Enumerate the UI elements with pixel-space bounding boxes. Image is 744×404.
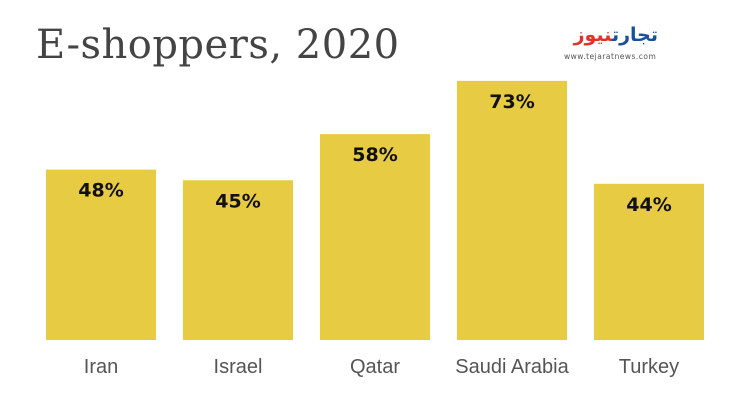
value-label-israel: 45% <box>215 190 260 212</box>
value-label-saudi-arabia: 73% <box>489 91 534 113</box>
bar-saudi-arabia <box>457 80 567 340</box>
category-label-turkey: Turkey <box>619 356 679 378</box>
bar-qatar <box>320 134 430 340</box>
category-label-saudi-arabia: Saudi Arabia <box>455 356 569 378</box>
category-label-israel: Israel <box>214 356 263 378</box>
brand-logo: تجارتنیوز www.tejaratnews.com <box>562 22 672 66</box>
logo-url: www.tejaratnews.com <box>564 52 657 61</box>
value-label-qatar: 58% <box>352 144 397 166</box>
value-label-turkey: 44% <box>626 194 671 216</box>
chart-title: E-shoppers, 2020 <box>36 22 400 68</box>
category-label-iran: Iran <box>84 356 118 378</box>
bar-turkey <box>594 183 704 340</box>
bar-israel <box>183 180 293 340</box>
logo-wordmark: تجارتنیوز <box>574 24 658 46</box>
value-label-iran: 48% <box>78 180 123 202</box>
category-label-qatar: Qatar <box>350 356 400 378</box>
logo-text-part-b: نیوز <box>573 24 612 46</box>
logo-text-part-a: تجارت <box>611 24 658 46</box>
bar-iran <box>46 169 156 340</box>
